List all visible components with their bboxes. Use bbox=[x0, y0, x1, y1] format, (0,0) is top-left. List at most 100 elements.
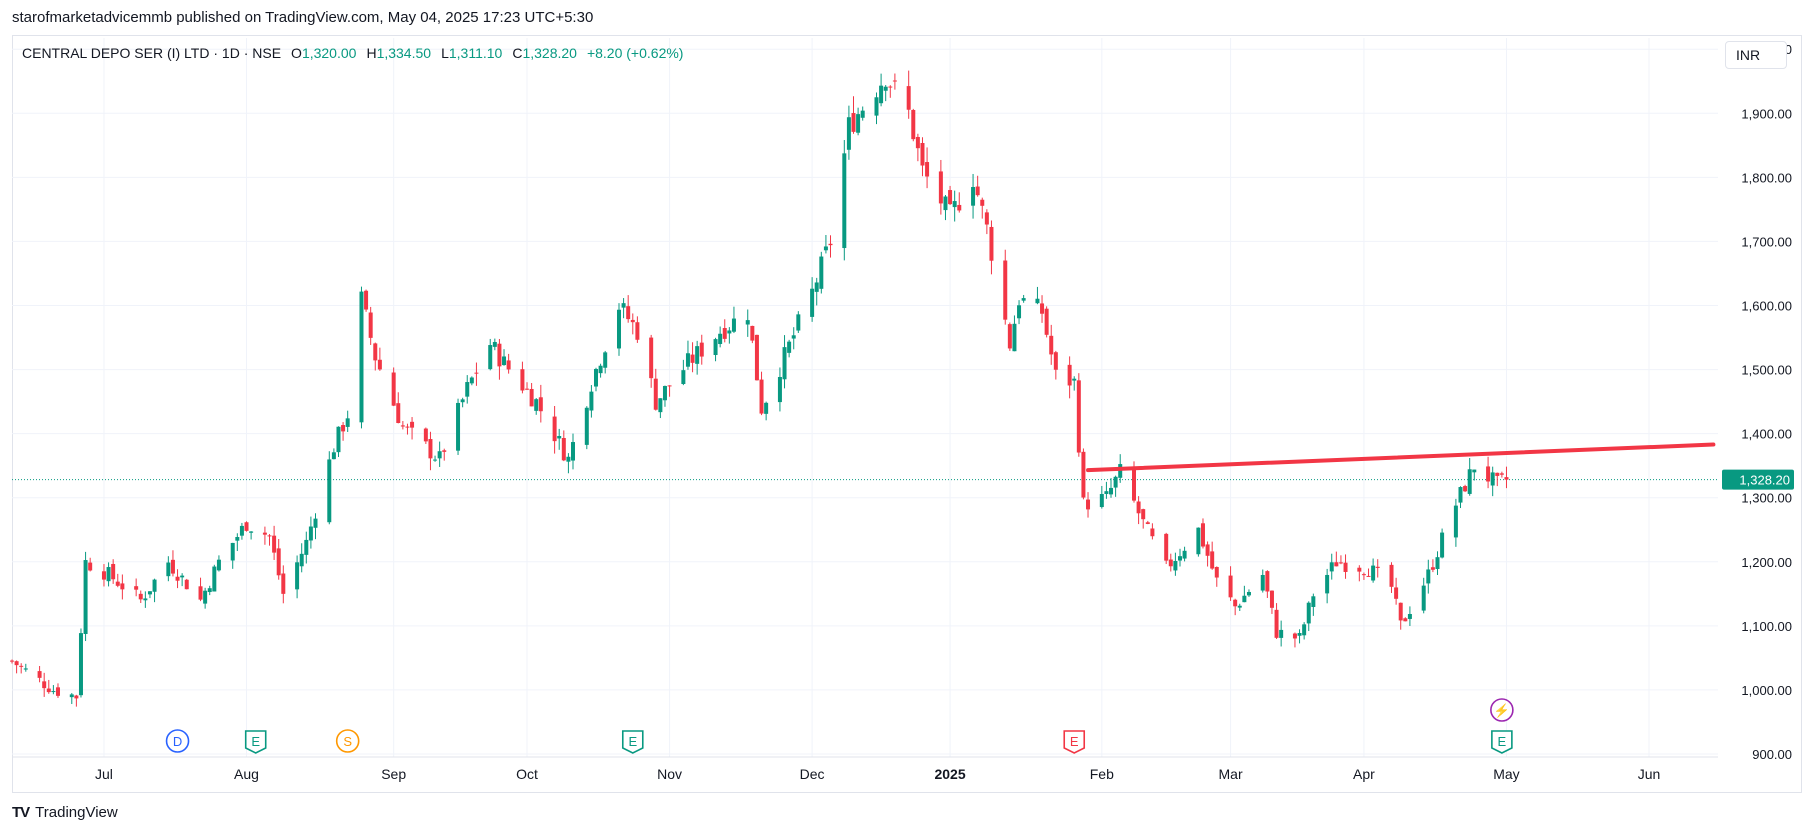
candle bbox=[777, 367, 782, 412]
candle-body bbox=[915, 136, 920, 149]
candle bbox=[1200, 518, 1205, 549]
event-marker-icon[interactable]: S bbox=[335, 729, 360, 753]
candle-body bbox=[782, 347, 787, 380]
currency-selector[interactable]: INR bbox=[1725, 41, 1787, 69]
candle-body bbox=[134, 586, 139, 590]
candle-body bbox=[879, 85, 884, 104]
candle bbox=[1049, 324, 1054, 365]
candle-body bbox=[649, 337, 654, 379]
event-marker-icon[interactable]: E bbox=[1491, 730, 1513, 754]
candle bbox=[1099, 485, 1104, 509]
candle-body bbox=[593, 368, 598, 387]
candle-body bbox=[1357, 567, 1362, 572]
candle-body bbox=[469, 377, 474, 384]
footer-brand[interactable]: TV TradingView bbox=[12, 804, 118, 821]
candle bbox=[1017, 300, 1022, 325]
candle-body bbox=[1072, 378, 1077, 381]
candle bbox=[88, 557, 93, 572]
candle bbox=[14, 660, 19, 674]
candle-body bbox=[249, 531, 254, 533]
candle-body bbox=[1306, 602, 1311, 624]
candle-body bbox=[405, 426, 410, 428]
event-marker-icon[interactable]: E bbox=[244, 730, 267, 754]
candle-body bbox=[952, 201, 957, 208]
candle bbox=[1233, 598, 1238, 616]
candle bbox=[184, 578, 189, 590]
candle bbox=[561, 430, 566, 462]
lightning-event-icon[interactable]: ⚡ bbox=[1490, 698, 1514, 722]
candle bbox=[368, 306, 373, 345]
candle bbox=[437, 441, 442, 467]
candle-body bbox=[814, 282, 819, 292]
candle-body bbox=[1311, 596, 1316, 607]
candle-body bbox=[603, 352, 608, 368]
candle bbox=[791, 327, 796, 350]
candle bbox=[759, 371, 764, 416]
event-marker-icon[interactable]: D bbox=[165, 729, 190, 753]
candle bbox=[810, 277, 815, 322]
candle bbox=[267, 534, 272, 546]
candle-body bbox=[1035, 298, 1040, 304]
candle bbox=[166, 556, 171, 582]
candle-body bbox=[621, 303, 626, 308]
candle bbox=[1173, 552, 1178, 576]
candle-body bbox=[856, 114, 861, 133]
candle bbox=[552, 406, 557, 454]
candle bbox=[667, 385, 672, 397]
candle-body bbox=[1463, 486, 1468, 492]
candle bbox=[506, 353, 511, 374]
last-price-tag bbox=[1722, 469, 1794, 490]
candle-body bbox=[1297, 633, 1302, 636]
candle bbox=[1435, 551, 1440, 575]
candle-body bbox=[713, 339, 718, 356]
candle bbox=[42, 672, 47, 697]
candle-body bbox=[1325, 574, 1330, 594]
candle bbox=[1366, 568, 1371, 577]
candle-body bbox=[1435, 557, 1440, 570]
event-marker-icon[interactable]: E bbox=[1063, 730, 1086, 754]
candle bbox=[1265, 570, 1270, 598]
candle-body bbox=[1003, 260, 1008, 320]
candle-body bbox=[626, 306, 631, 320]
y-tick-label: 1,900.00 bbox=[1741, 106, 1792, 121]
x-tick-label: Aug bbox=[234, 766, 259, 782]
candle-body bbox=[69, 694, 74, 698]
last-price-label: 1,328.20 bbox=[1739, 473, 1790, 488]
candle-body bbox=[83, 560, 88, 635]
candle-body bbox=[534, 399, 539, 411]
x-tick-label: 2025 bbox=[934, 766, 965, 782]
candle bbox=[819, 251, 824, 294]
candle-body bbox=[1099, 494, 1104, 508]
chart-frame[interactable] bbox=[12, 35, 1802, 793]
x-tick-label: May bbox=[1493, 766, 1519, 782]
candle-body bbox=[1242, 595, 1247, 603]
candle bbox=[635, 316, 640, 343]
candle-body bbox=[341, 425, 346, 432]
candle bbox=[1407, 606, 1412, 626]
y-tick-label: 1,400.00 bbox=[1741, 427, 1792, 442]
candle-body bbox=[212, 566, 217, 592]
candle-body bbox=[147, 591, 152, 595]
symbol-name[interactable]: CENTRAL DEPO SER (I) LTD · 1D · NSE bbox=[22, 45, 282, 61]
candle-body bbox=[851, 113, 856, 132]
candle-body bbox=[14, 661, 19, 666]
candle-body bbox=[1196, 527, 1201, 555]
candle-body bbox=[262, 532, 267, 535]
candle bbox=[745, 309, 750, 337]
candle bbox=[327, 451, 332, 525]
candle-body bbox=[276, 548, 281, 576]
candle-body bbox=[143, 598, 148, 601]
candle-body bbox=[1389, 564, 1394, 587]
candle bbox=[1311, 593, 1316, 616]
candle-body bbox=[19, 665, 24, 667]
event-marker-icon[interactable]: E bbox=[621, 730, 644, 754]
candle bbox=[630, 313, 635, 335]
candle-body bbox=[1017, 305, 1022, 319]
candle bbox=[341, 422, 346, 441]
candle bbox=[1072, 376, 1077, 391]
candle bbox=[557, 428, 562, 450]
candle-body bbox=[828, 243, 833, 246]
candle bbox=[106, 562, 111, 587]
candle bbox=[55, 683, 60, 698]
